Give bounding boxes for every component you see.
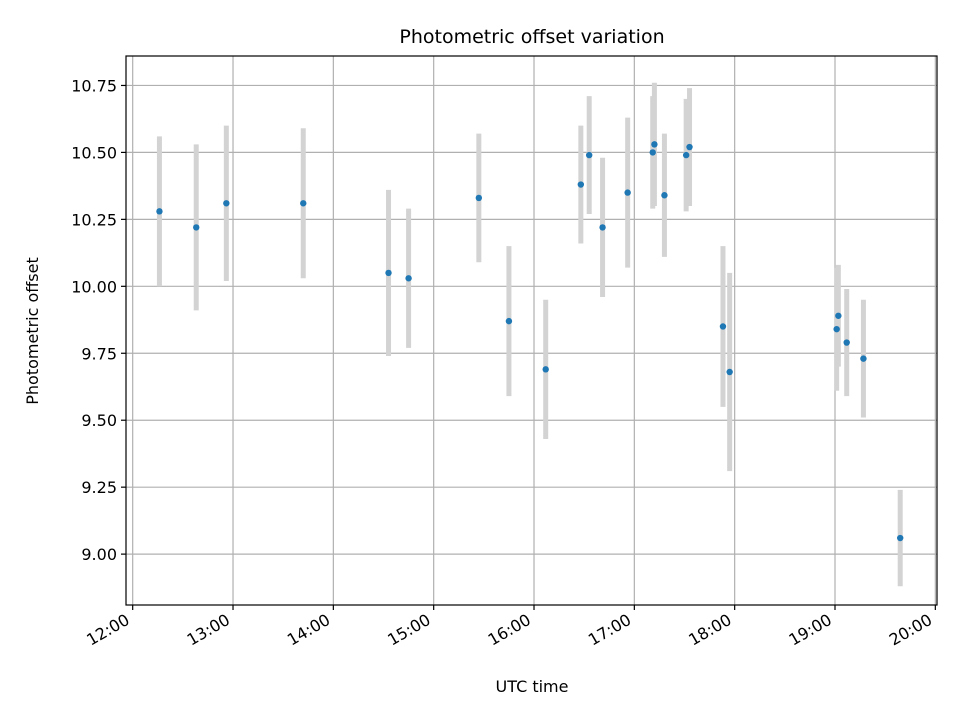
y-tick-label: 10.50 (71, 143, 117, 162)
data-point (542, 366, 549, 373)
chart-title: Photometric offset variation (399, 26, 664, 48)
data-point (835, 312, 842, 319)
data-point (661, 192, 668, 199)
data-point (843, 339, 850, 346)
data-point (599, 224, 606, 231)
data-point (193, 224, 200, 231)
data-point (686, 143, 693, 151)
data-points (156, 141, 904, 542)
y-tick-label: 9.25 (81, 478, 117, 497)
y-tick-label: 10.25 (71, 210, 117, 229)
plot-frame (125, 55, 938, 606)
x-axis-label: UTC time (496, 677, 569, 696)
data-point (475, 194, 483, 202)
y-tick-label: 9.75 (81, 344, 117, 363)
data-point (577, 181, 585, 188)
data-point (385, 269, 392, 277)
grid-lines (126, 56, 937, 605)
data-point (897, 534, 904, 542)
data-point (585, 151, 593, 159)
data-point (223, 200, 230, 207)
data-point (651, 141, 658, 148)
y-axis-label: Photometric offset (23, 257, 42, 405)
data-point (405, 275, 412, 282)
data-point (860, 355, 867, 362)
data-point (682, 151, 690, 159)
y-tick-label: 9.00 (81, 545, 117, 564)
data-point (649, 149, 656, 156)
y-tick-label: 9.50 (81, 411, 117, 430)
data-point (156, 208, 163, 215)
data-point (505, 317, 513, 325)
data-point (624, 189, 631, 196)
data-point (726, 368, 733, 376)
y-tick-label: 10.75 (71, 76, 117, 95)
y-tick-label: 10.00 (71, 277, 117, 296)
data-point (719, 323, 727, 330)
data-point (833, 325, 840, 333)
y-axis-ticks: 9.00 9.25 9.50 9.75 10.00 10.25 10.50 10.75 (71, 76, 126, 564)
data-point (300, 200, 307, 207)
